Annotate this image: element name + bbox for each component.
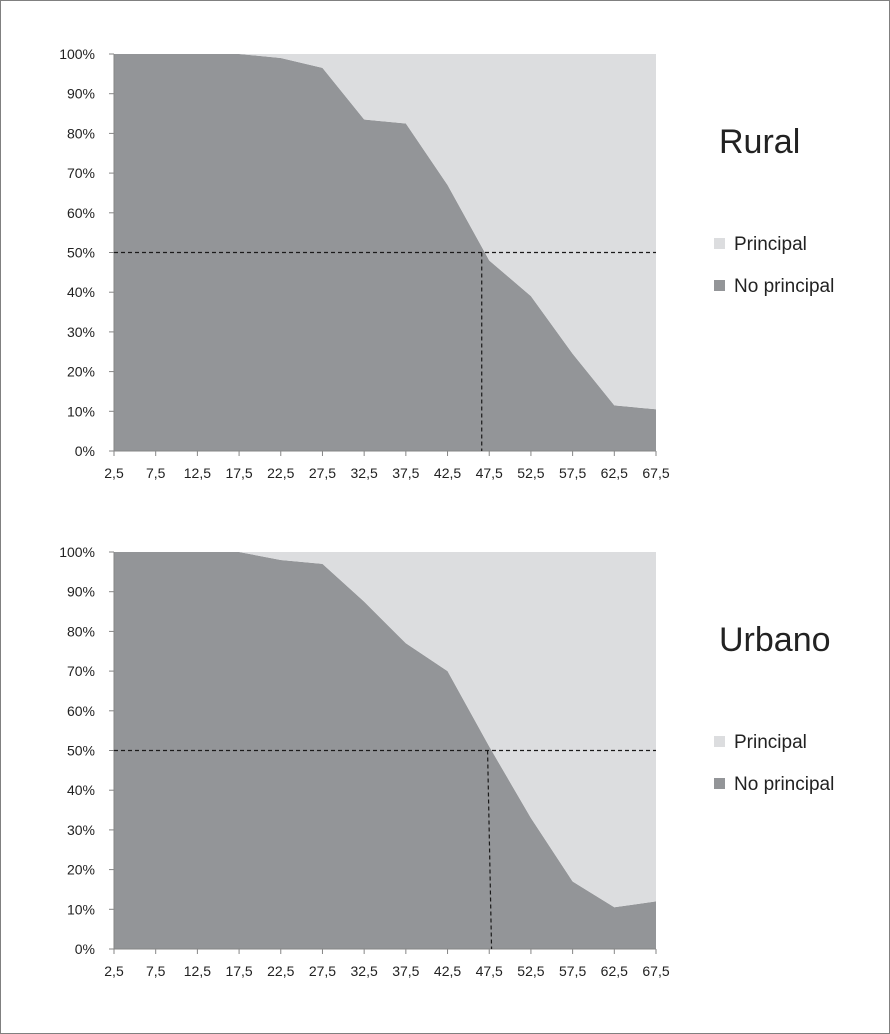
y-tick-label: 30% bbox=[67, 324, 95, 340]
legend-swatch bbox=[714, 280, 725, 291]
x-tick-label: 47,5 bbox=[476, 963, 503, 979]
x-tick-label: 42,5 bbox=[434, 963, 461, 979]
reference-line-vertical bbox=[486, 750, 493, 950]
x-tick-label: 37,5 bbox=[392, 465, 419, 481]
x-tick-label: 32,5 bbox=[351, 963, 378, 979]
y-tick-label: 60% bbox=[67, 703, 95, 719]
y-tick-label: 90% bbox=[67, 86, 95, 102]
area-series-no-principal bbox=[114, 54, 656, 451]
area-series-principal bbox=[114, 54, 656, 410]
x-tick-label: 52,5 bbox=[517, 465, 544, 481]
area-series-no-principal bbox=[114, 552, 656, 949]
x-tick-label: 57,5 bbox=[559, 465, 586, 481]
y-tick-label: 100% bbox=[59, 46, 95, 62]
x-tick-label: 22,5 bbox=[267, 465, 294, 481]
x-tick-label: 62,5 bbox=[601, 465, 628, 481]
y-tick-label: 10% bbox=[67, 403, 95, 419]
y-tick-label: 0% bbox=[75, 443, 95, 459]
chart-title: Rural bbox=[719, 123, 800, 161]
x-tick-label: 12,5 bbox=[184, 963, 211, 979]
y-tick-label: 80% bbox=[67, 623, 95, 639]
y-tick-label: 30% bbox=[67, 822, 95, 838]
y-tick-label: 70% bbox=[67, 165, 95, 181]
x-tick-label: 2,5 bbox=[104, 465, 124, 481]
x-tick-label: 42,5 bbox=[434, 465, 461, 481]
y-tick-label: 40% bbox=[67, 284, 95, 300]
x-tick-label: 27,5 bbox=[309, 963, 336, 979]
x-tick-label: 57,5 bbox=[559, 963, 586, 979]
legend-label: Principal bbox=[734, 732, 807, 753]
legend-label: No principal bbox=[734, 276, 834, 297]
y-tick-label: 70% bbox=[67, 663, 95, 679]
y-tick-label: 50% bbox=[67, 743, 95, 759]
chart-title: Urbano bbox=[719, 621, 831, 659]
x-tick-label: 2,5 bbox=[104, 963, 124, 979]
x-tick-label: 32,5 bbox=[351, 465, 378, 481]
y-tick-label: 100% bbox=[59, 544, 95, 560]
y-tick-label: 40% bbox=[67, 782, 95, 798]
x-tick-label: 37,5 bbox=[392, 963, 419, 979]
legend-swatch bbox=[714, 238, 725, 249]
area-series-principal bbox=[114, 552, 656, 908]
legend-label: Principal bbox=[734, 234, 807, 255]
y-tick-label: 50% bbox=[67, 245, 95, 261]
x-tick-label: 17,5 bbox=[225, 465, 252, 481]
x-tick-label: 52,5 bbox=[517, 963, 544, 979]
y-tick-label: 90% bbox=[67, 584, 95, 600]
x-tick-label: 47,5 bbox=[476, 465, 503, 481]
x-tick-label: 22,5 bbox=[267, 963, 294, 979]
x-tick-label: 12,5 bbox=[184, 465, 211, 481]
y-tick-label: 80% bbox=[67, 125, 95, 141]
y-tick-label: 0% bbox=[75, 941, 95, 957]
legend-swatch bbox=[714, 736, 725, 747]
x-tick-label: 17,5 bbox=[225, 963, 252, 979]
y-tick-label: 60% bbox=[67, 205, 95, 221]
x-tick-label: 67,5 bbox=[642, 465, 669, 481]
x-tick-label: 27,5 bbox=[309, 465, 336, 481]
x-tick-label: 67,5 bbox=[642, 963, 669, 979]
legend-swatch bbox=[714, 778, 725, 789]
urbano-chart: 0% 10% 20% 30% 40% 50% 60% 70% 80% 90% 100% 2,5 7,5 1… bbox=[59, 544, 834, 979]
rural-chart: 0% 10% 20% 30% 40% 50% 60% 70% 80% 90% 100% 2,5 7,5 1… bbox=[59, 46, 834, 481]
legend-label: No principal bbox=[734, 774, 834, 795]
y-tick-label: 10% bbox=[67, 901, 95, 917]
y-tick-label: 20% bbox=[67, 862, 95, 878]
x-tick-label: 62,5 bbox=[601, 963, 628, 979]
x-tick-label: 7,5 bbox=[146, 465, 166, 481]
y-tick-label: 20% bbox=[67, 364, 95, 380]
x-tick-label: 7,5 bbox=[146, 963, 166, 979]
